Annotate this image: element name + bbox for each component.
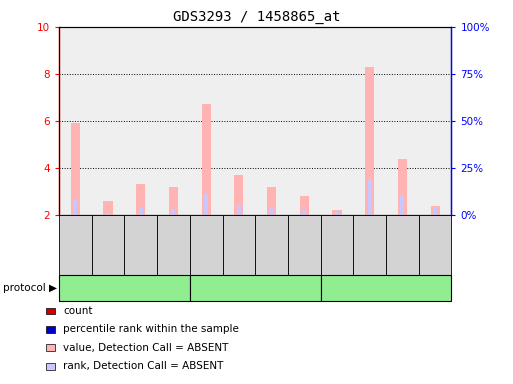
- Bar: [300, 196, 309, 215]
- Bar: [302, 210, 306, 215]
- Bar: [321, 27, 353, 215]
- Bar: [267, 187, 276, 215]
- Text: GSM296816: GSM296816: [136, 220, 145, 269]
- Text: count: count: [63, 306, 93, 316]
- Text: percentile rank within the sample: percentile rank within the sample: [63, 324, 239, 334]
- Bar: [255, 27, 288, 215]
- Bar: [136, 184, 145, 215]
- Bar: [365, 67, 374, 215]
- Text: rank, Detection Call = ABSENT: rank, Detection Call = ABSENT: [63, 361, 224, 371]
- Bar: [106, 213, 110, 215]
- Text: GSM296814: GSM296814: [71, 220, 80, 269]
- Bar: [335, 212, 339, 215]
- Bar: [234, 175, 244, 215]
- Text: GSM296825: GSM296825: [430, 220, 440, 269]
- Bar: [157, 27, 190, 215]
- Text: protocol ▶: protocol ▶: [3, 283, 56, 293]
- Bar: [433, 207, 437, 215]
- Bar: [270, 207, 273, 215]
- Bar: [124, 27, 157, 215]
- Bar: [190, 27, 223, 215]
- Bar: [237, 206, 241, 215]
- Bar: [139, 208, 143, 215]
- Text: value, Detection Call = ABSENT: value, Detection Call = ABSENT: [63, 343, 228, 353]
- Bar: [401, 196, 404, 215]
- Bar: [202, 104, 211, 215]
- Text: 20 calcium ion pulses (20-p): 20 calcium ion pulses (20-p): [186, 283, 325, 293]
- Bar: [368, 179, 371, 215]
- Text: GSM296822: GSM296822: [332, 220, 342, 269]
- Text: GDS3293 / 1458865_at: GDS3293 / 1458865_at: [173, 10, 340, 23]
- Text: GSM296819: GSM296819: [234, 220, 243, 269]
- Bar: [73, 200, 77, 215]
- Bar: [59, 27, 92, 215]
- Text: control: control: [108, 283, 141, 293]
- Bar: [398, 159, 407, 215]
- Bar: [71, 123, 80, 215]
- Bar: [353, 27, 386, 215]
- Bar: [169, 187, 178, 215]
- Bar: [171, 209, 175, 215]
- Bar: [419, 27, 451, 215]
- Bar: [204, 194, 208, 215]
- Text: GSM296820: GSM296820: [267, 220, 276, 269]
- Bar: [386, 27, 419, 215]
- Bar: [223, 27, 255, 215]
- Text: GSM296824: GSM296824: [398, 220, 407, 269]
- Bar: [92, 27, 124, 215]
- Bar: [332, 210, 342, 215]
- Text: GSM296817: GSM296817: [169, 220, 178, 269]
- Text: GSM296821: GSM296821: [300, 220, 309, 269]
- Text: calcium-free wash (CFW): calcium-free wash (CFW): [325, 283, 447, 293]
- Text: GSM296823: GSM296823: [365, 220, 374, 269]
- Bar: [430, 206, 440, 215]
- Text: GSM296815: GSM296815: [104, 220, 112, 269]
- Bar: [288, 27, 321, 215]
- Text: GSM296818: GSM296818: [202, 220, 211, 269]
- Bar: [104, 201, 113, 215]
